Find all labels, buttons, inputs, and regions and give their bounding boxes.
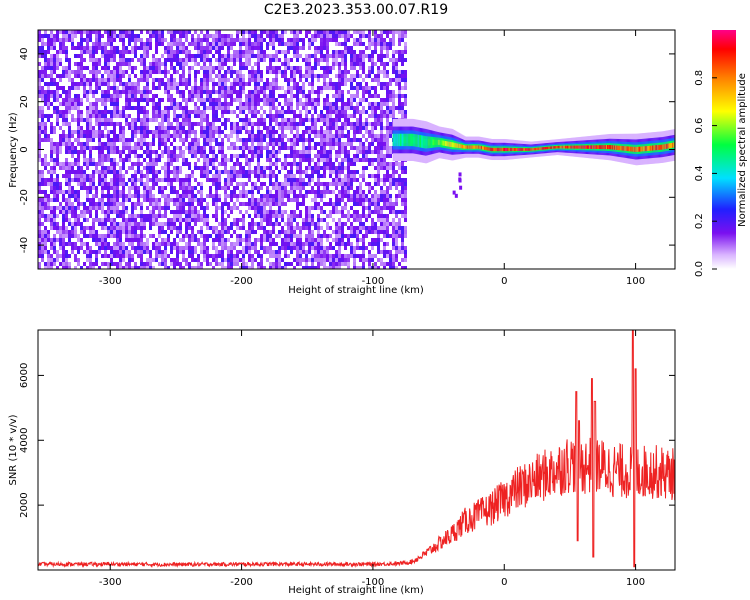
snr-xtick-label: 100 [626,577,645,588]
colorbar-tick-label: 0.6 [694,118,705,134]
snr-ticks: -300 -200 -100 0 100 2000 4000 6000 [19,330,675,588]
snr-xlabel: Height of straight line (km) [288,585,424,596]
colorbar-label: Normalized spectral amplitude [737,73,748,227]
spectrogram-xtick-label: -200 [230,276,253,287]
snr-xtick-label: -200 [230,577,253,588]
spectrogram-xtick-label: 0 [501,276,507,287]
figure-title: C2E3.2023.353.00.07.R19 [264,2,448,18]
colorbar-gradient [712,30,736,269]
snr-series-line [38,330,675,569]
spectrogram-xtick-label: -300 [99,276,122,287]
colorbar-ticks: 0.0 0.2 0.4 0.6 0.8 [694,70,717,277]
spectrogram-ytick-label: -20 [19,189,30,205]
spectrogram-xtick-label: 100 [626,276,645,287]
spectrogram-xtick-label: -100 [362,276,385,287]
snr-xtick-label: 0 [501,577,507,588]
colorbar-tick-label: 0.4 [694,165,705,181]
snr-ylabel: SNR (10 * v/v) [8,414,19,485]
snr-ytick-label: 2000 [19,492,30,517]
spectrogram-xlabel: Height of straight line (km) [288,285,424,296]
spectrogram-ylabel: Frequency (Hz) [8,112,19,188]
colorbar-tick-label: 0.2 [694,213,705,229]
snr-xtick-label: -300 [99,577,122,588]
spectrogram-ytick-label: 20 [19,95,30,108]
snr-xtick-label: -100 [362,577,385,588]
snr-panel: -300 -200 -100 0 100 2000 4000 6000 Height of s… [8,329,676,596]
colorbar: 0.0 0.2 0.4 0.6 0.8 Normalized spectral ampl… [694,30,748,277]
spectrogram-ytick-label: -40 [19,237,30,253]
heatmap-cells [38,30,675,269]
spectrogram-ytick-label: 40 [19,48,30,61]
snr-ytick-label: 4000 [19,428,30,453]
snr-ytick-label: 6000 [19,363,30,388]
spectrogram-ytick-label: 0 [19,146,30,152]
colorbar-tick-label: 0.8 [694,70,705,86]
snr-frame [37,329,676,571]
colorbar-tick-label: 0.0 [694,261,705,277]
